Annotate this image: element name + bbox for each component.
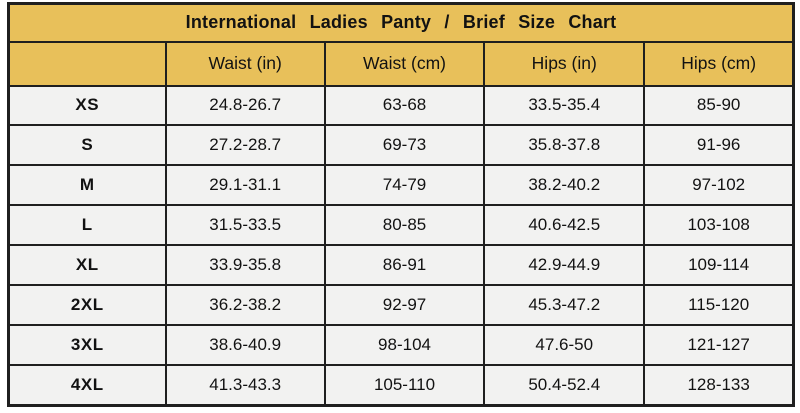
table-row-2xl: 2XL 36.2-38.2 92-97 45.3-47.2 115-120 <box>7 283 795 326</box>
cell-waist-in: 27.2-28.7 <box>164 124 326 167</box>
cell-waist-cm: 63-68 <box>323 84 486 127</box>
cell-waist-in: 24.8-26.7 <box>164 84 326 127</box>
cell-waist-cm: 74-79 <box>323 164 486 207</box>
cell-hips-in: 42.9-44.9 <box>483 244 646 286</box>
title-row: International Ladies Panty / Brief Size … <box>7 2 795 43</box>
table-row-4xl: 4XL 41.3-43.3 105-110 50.4-52.4 128-133 <box>7 363 795 407</box>
cell-waist-cm: 86-91 <box>323 244 486 286</box>
cell-waist-in: 41.3-43.3 <box>164 363 326 407</box>
cell-waist-cm: 80-85 <box>323 204 486 246</box>
cell-hips-in: 33.5-35.4 <box>483 84 646 127</box>
cell-hips-in: 35.8-37.8 <box>483 124 646 167</box>
cell-hips-cm: 115-120 <box>643 283 795 326</box>
cell-hips-cm: 97-102 <box>643 164 795 207</box>
size-chart-table: International Ladies Panty / Brief Size … <box>7 2 795 407</box>
cell-hips-in: 47.6-50 <box>483 323 646 366</box>
table-row-3xl: 3XL 38.6-40.9 98-104 47.6-50 121-127 <box>7 323 795 366</box>
table-row-xs: XS 24.8-26.7 63-68 33.5-35.4 85-90 <box>7 84 795 127</box>
cell-waist-in: 33.9-35.8 <box>164 244 326 286</box>
size-label: XL <box>7 244 167 286</box>
column-header-waist-in: Waist (in) <box>164 40 326 87</box>
cell-waist-cm: 105-110 <box>323 363 486 407</box>
cell-waist-in: 29.1-31.1 <box>164 164 326 207</box>
size-label: XS <box>7 84 167 127</box>
column-header-hips-in: Hips (in) <box>483 40 646 87</box>
size-label: M <box>7 164 167 207</box>
cell-hips-cm: 109-114 <box>643 244 795 286</box>
cell-hips-cm: 91-96 <box>643 124 795 167</box>
column-header-hips-cm: Hips (cm) <box>643 40 795 87</box>
cell-hips-cm: 121-127 <box>643 323 795 366</box>
table-row-s: S 27.2-28.7 69-73 35.8-37.8 91-96 <box>7 124 795 167</box>
column-header-waist-cm: Waist (cm) <box>323 40 486 87</box>
cell-waist-cm: 69-73 <box>323 124 486 167</box>
cell-hips-in: 40.6-42.5 <box>483 204 646 246</box>
size-label: 4XL <box>7 363 167 407</box>
cell-hips-in: 45.3-47.2 <box>483 283 646 326</box>
cell-waist-cm: 92-97 <box>323 283 486 326</box>
cell-waist-in: 31.5-33.5 <box>164 204 326 246</box>
table-row-m: M 29.1-31.1 74-79 38.2-40.2 97-102 <box>7 164 795 207</box>
size-label: L <box>7 204 167 246</box>
table-row-xl: XL 33.9-35.8 86-91 42.9-44.9 109-114 <box>7 244 795 286</box>
cell-waist-in: 36.2-38.2 <box>164 283 326 326</box>
cell-hips-in: 50.4-52.4 <box>483 363 646 407</box>
table-header-row: Waist (in) Waist (cm) Hips (in) Hips (cm… <box>7 40 795 87</box>
table-row-l: L 31.5-33.5 80-85 40.6-42.5 103-108 <box>7 204 795 246</box>
chart-title: International Ladies Panty / Brief Size … <box>7 2 795 43</box>
size-label: 2XL <box>7 283 167 326</box>
column-header-size <box>7 40 167 87</box>
cell-hips-cm: 103-108 <box>643 204 795 246</box>
cell-hips-in: 38.2-40.2 <box>483 164 646 207</box>
cell-waist-cm: 98-104 <box>323 323 486 366</box>
cell-hips-cm: 128-133 <box>643 363 795 407</box>
cell-hips-cm: 85-90 <box>643 84 795 127</box>
size-label: 3XL <box>7 323 167 366</box>
cell-waist-in: 38.6-40.9 <box>164 323 326 366</box>
size-label: S <box>7 124 167 167</box>
